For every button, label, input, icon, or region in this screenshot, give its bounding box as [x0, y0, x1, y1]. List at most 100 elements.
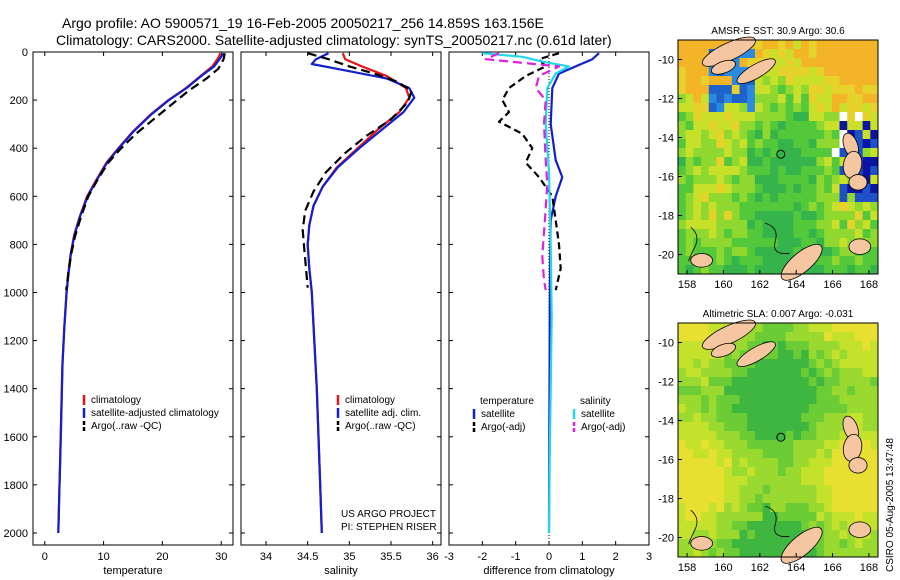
legend-label: Argo(..raw -QC)	[345, 421, 416, 432]
map-y-tick-label: -14	[658, 416, 674, 428]
island-shape	[736, 341, 776, 368]
island-shape	[690, 536, 713, 551]
legend-label: Argo(..raw -QC)	[91, 421, 162, 432]
island-shape	[701, 36, 756, 67]
legend-heading: salinity	[580, 396, 611, 407]
reef-outline	[688, 226, 698, 262]
map-x-tick-label: 164	[787, 279, 805, 291]
x-tick-label: 34	[260, 551, 272, 563]
map-y-tick-label: -16	[658, 455, 674, 467]
map-x-tick-label: 166	[823, 279, 841, 291]
legend-label: satellite	[481, 409, 515, 420]
legend-label: satellite-adjusted climatology	[91, 408, 219, 419]
x-tick-label: 35.5	[380, 551, 401, 563]
timestamp-stamp: CSIRO 05-Aug-2005 13:47:48	[885, 438, 896, 572]
temperature-panel: 0 10 20 30 0 200 400 600 800 1000 1200 1400 1600 1800…	[4, 47, 234, 577]
plot-frame	[240, 51, 442, 546]
island-shape	[690, 253, 713, 268]
y-tick-label: 2000	[4, 528, 28, 540]
reef-outline	[688, 509, 698, 545]
x-tick-label: 0	[42, 551, 48, 563]
series-line-argo-raw-qc-	[65, 52, 226, 291]
sla-map-panel: Altimetric SLA: 0.007 Argo: -0.031 158 160…	[658, 309, 879, 574]
map-x-tick-label: 164	[787, 562, 805, 574]
series-line-satellite-adj-clim-	[306, 52, 416, 534]
map-y-tick-label: -10	[658, 55, 674, 67]
project-annotation: PI: STEPHEN RISER	[341, 522, 437, 533]
map-x-tick-label: 158	[678, 279, 696, 291]
legend-label: Argo(-adj)	[581, 422, 625, 433]
y-tick-label: 1800	[4, 480, 28, 492]
island-shape	[736, 58, 776, 85]
figure-title-line1: Argo profile: AO 5900571_19 16-Feb-2005 …	[62, 15, 544, 31]
x-axis-label: difference from climatology	[483, 565, 615, 577]
legend-label: satellite adj. clim.	[345, 408, 421, 419]
map-x-tick-label: 160	[714, 562, 732, 574]
float-position-marker	[776, 432, 786, 442]
series-line-temperature-argo-adj-	[497, 52, 562, 291]
island-shape	[780, 243, 823, 281]
reef-outline	[765, 222, 790, 254]
map-x-tick-label: 166	[823, 562, 841, 574]
legend-heading: temperature	[480, 396, 534, 407]
y-tick-label: 1200	[4, 336, 28, 348]
map-x-tick-label: 162	[751, 279, 769, 291]
difference-panel: -3 -2 -1 0 1 2 3 difference from climatology tem…	[444, 51, 652, 577]
y-tick-label: 400	[10, 143, 28, 155]
legend-label: climatology	[91, 395, 141, 406]
y-tick-label: 1000	[4, 287, 28, 299]
y-tick-label: 0	[22, 47, 28, 59]
x-tick-label: 35	[343, 551, 355, 563]
x-axis-label: temperature	[103, 565, 162, 577]
series-line-salinity-satellite	[482, 52, 571, 534]
map-title: AMSR-E SST: 30.9 Argo: 30.6	[711, 26, 845, 37]
island-shape	[780, 526, 823, 564]
map-x-tick-label: 162	[751, 562, 769, 574]
x-tick-label: 1	[579, 551, 585, 563]
series-line-argo-raw-qc-	[301, 52, 413, 288]
x-tick-label: -2	[477, 551, 487, 563]
map-y-tick-label: -18	[658, 211, 674, 223]
x-tick-label: 10	[97, 551, 109, 563]
island-shape	[848, 174, 868, 191]
x-tick-label: 0	[546, 551, 552, 563]
island-shape	[848, 521, 872, 538]
x-tick-label: 34.5	[297, 551, 318, 563]
legend-label: satellite	[581, 409, 615, 420]
map-y-tick-label: -10	[658, 338, 674, 350]
y-tick-label: 1600	[4, 432, 28, 444]
figure-title-line2: Climatology: CARS2000. Satellite-adjuste…	[56, 32, 612, 48]
project-annotation: US ARGO PROJECT	[341, 509, 436, 520]
map-title: Altimetric SLA: 0.007 Argo: -0.031	[703, 309, 854, 320]
map-x-tick-label: 168	[860, 562, 878, 574]
y-tick-label: 800	[10, 239, 28, 251]
map-y-tick-label: -14	[658, 133, 674, 145]
map-x-tick-label: 160	[714, 279, 732, 291]
reef-outline	[765, 505, 790, 537]
y-tick-label: 600	[10, 191, 28, 203]
x-tick-label: -3	[444, 551, 454, 563]
map-raster	[678, 40, 879, 275]
island-shape	[710, 342, 736, 358]
map-frame	[677, 39, 879, 275]
island-shape	[848, 457, 868, 474]
map-y-tick-label: -12	[658, 94, 674, 106]
island-shape	[701, 319, 756, 350]
float-position-marker	[776, 149, 786, 159]
x-tick-label: 3	[646, 551, 652, 563]
x-tick-label: 2	[613, 551, 619, 563]
series-line-temperature-satellite	[547, 52, 600, 534]
legend-label: Argo(-adj)	[481, 422, 525, 433]
map-y-tick-label: -20	[658, 250, 674, 262]
land-masses	[688, 319, 872, 564]
map-y-tick-label: -16	[658, 172, 674, 184]
x-tick-label: 30	[215, 551, 227, 563]
plot-frame	[32, 51, 234, 546]
map-y-tick-label: -12	[658, 377, 674, 389]
legend-label: climatology	[345, 395, 395, 406]
y-tick-label: 1400	[4, 384, 28, 396]
island-shape	[710, 59, 736, 75]
x-tick-label: 36	[427, 551, 439, 563]
map-frame	[677, 322, 879, 558]
